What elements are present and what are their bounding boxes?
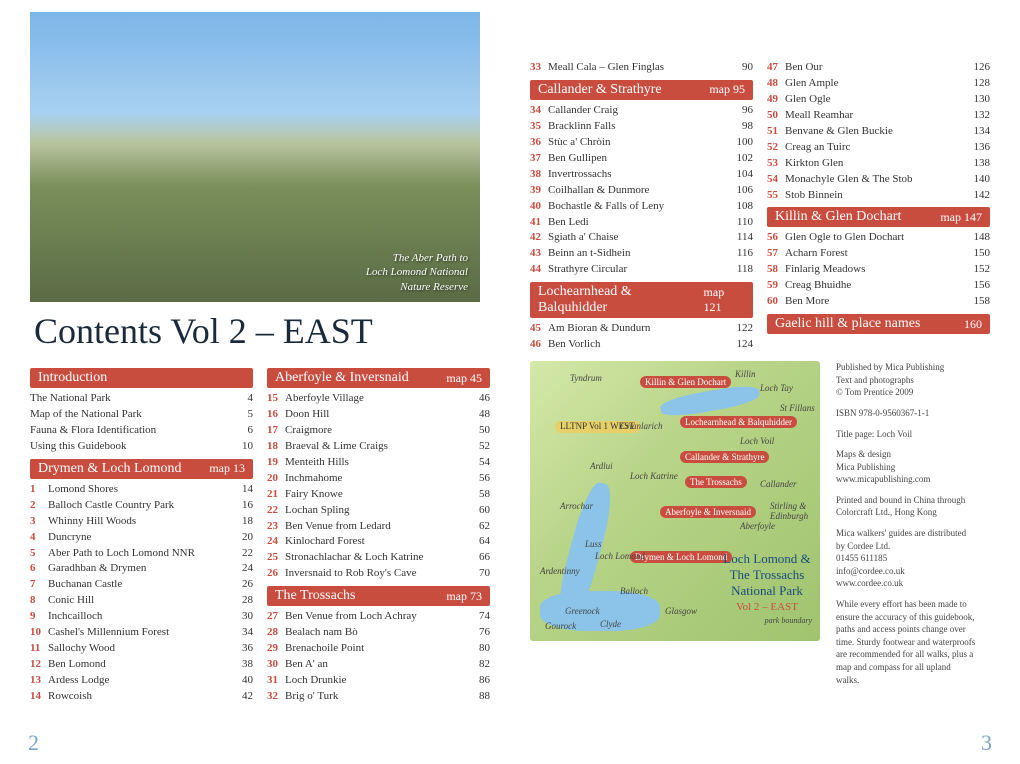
toc-row: 52Creag an Tuirc136 <box>767 140 990 156</box>
toc-row: 2Balloch Castle Country Park16 <box>30 498 253 514</box>
map-label-trossachs: The Trossachs <box>685 476 747 488</box>
toc-row: 30Ben A' an82 <box>267 657 490 673</box>
toc-row: 23Ben Venue from Ledard62 <box>267 519 490 535</box>
toc-row: 54Monachyle Glen & The Stob140 <box>767 172 990 188</box>
toc-row: 1Lomond Shores14 <box>30 482 253 498</box>
map-label-drymen: Drymen & Loch Lomond <box>630 551 732 563</box>
toc-row: Using this Guidebook10 <box>30 439 253 455</box>
section-gaelic: Gaelic hill & place names 160 <box>767 314 990 334</box>
toc-row: 7Buchanan Castle26 <box>30 577 253 593</box>
toc-row: 42Sgiath a' Chaise114 <box>530 230 753 246</box>
toc-row: 10Cashel's Millennium Forest34 <box>30 625 253 641</box>
toc-row: 4Duncryne20 <box>30 530 253 546</box>
section-aberfoyle: Aberfoyle & Inversnaid map 45 <box>267 368 490 388</box>
overview-map: Killin & Glen Dochart Lochearnhead & Bal… <box>530 361 820 641</box>
toc-row: 3Whinny Hill Woods18 <box>30 514 253 530</box>
toc-row: 9Inchcailloch30 <box>30 609 253 625</box>
toc-row: 55Stob Binnein142 <box>767 188 990 204</box>
toc-row: 37Ben Gullipen102 <box>530 151 753 167</box>
section-callander: Callander & Strathyre map 95 <box>530 80 753 100</box>
toc-row: 28Bealach nam Bò76 <box>267 625 490 641</box>
toc-row: 29Brenachoile Point80 <box>267 641 490 657</box>
toc-row: 36Stùc a' Chròin100 <box>530 135 753 151</box>
toc-row: 31Loch Drunkie86 <box>267 673 490 689</box>
toc-row: 48Glen Ample128 <box>767 76 990 92</box>
toc-row: 16Doon Hill48 <box>267 407 490 423</box>
toc-row: 15Aberfoyle Village46 <box>267 391 490 407</box>
publisher-sidebar: Published by Mica Publishing Text and ph… <box>828 361 976 694</box>
page-number-right: 3 <box>981 730 992 756</box>
toc-row: 19Menteith Hills54 <box>267 455 490 471</box>
toc-row: 60Ben More158 <box>767 294 990 310</box>
map-label-killin: Killin & Glen Dochart <box>640 376 731 388</box>
map-label-callander: Callander & Strathyre <box>680 451 769 463</box>
toc-row: 44Strathyre Circular118 <box>530 262 753 278</box>
toc-row: 39Coilhallan & Dunmore106 <box>530 183 753 199</box>
toc-row: 35Bracklinn Falls98 <box>530 119 753 135</box>
photo-caption: The Aber Path to Loch Lomond National Na… <box>366 251 468 294</box>
section-lochearnhead: Lochearnhead & Balquhidder map 121 <box>530 282 753 318</box>
toc-row: 21Fairy Knowe58 <box>267 487 490 503</box>
toc-row: 11Sallochy Wood36 <box>30 641 253 657</box>
toc-row: 43Beinn an t-Sìdhein116 <box>530 246 753 262</box>
map-label-aberfoyle: Aberfoyle & Inversnaid <box>660 506 756 518</box>
toc-row: 49Glen Ogle130 <box>767 92 990 108</box>
toc-row: 45Am Bioran & Dundurn122 <box>530 321 753 337</box>
section-killin: Killin & Glen Dochart map 147 <box>767 207 990 227</box>
toc-row: Map of the National Park5 <box>30 407 253 423</box>
toc-row: 12Ben Lomond38 <box>30 657 253 673</box>
toc-row: 26Inversnaid to Rob Roy's Cave70 <box>267 566 490 582</box>
map-label-lochearnhead: Lochearnhead & Balquhidder <box>680 416 797 428</box>
toc-row: 47Ben Our126 <box>767 60 990 76</box>
toc-row: 32Brig o' Turk88 <box>267 689 490 705</box>
toc-row: 27Ben Venue from Loch Achray74 <box>267 609 490 625</box>
toc-row: The National Park4 <box>30 391 253 407</box>
toc-row: 22Lochan Spling60 <box>267 503 490 519</box>
toc-row: 6Garadhban & Drymen24 <box>30 561 253 577</box>
toc-row: 13Ardess Lodge40 <box>30 673 253 689</box>
toc-row: 38Invertrossachs104 <box>530 167 753 183</box>
toc-row: 59Creag Bhuidhe156 <box>767 278 990 294</box>
toc-row: 50Meall Reamhar132 <box>767 108 990 124</box>
toc-row: 40Bochastle & Falls of Leny108 <box>530 199 753 215</box>
toc-row: 33Meall Cala – Glen Finglas90 <box>530 60 753 76</box>
toc-row: 56Glen Ogle to Glen Dochart148 <box>767 230 990 246</box>
toc-row: 58Finlarig Meadows152 <box>767 262 990 278</box>
page-title: Contents Vol 2 – EAST <box>34 310 490 352</box>
toc-row: 18Braeval & Lime Craigs52 <box>267 439 490 455</box>
toc-row: 41Ben Ledi110 <box>530 215 753 231</box>
toc-row: 14Rowcoish42 <box>30 689 253 705</box>
toc-row: Fauna & Flora Identification6 <box>30 423 253 439</box>
toc-row: 24Kinlochard Forest64 <box>267 534 490 550</box>
toc-row: 34Callander Craig96 <box>530 103 753 119</box>
toc-row: 17Craigmore50 <box>267 423 490 439</box>
toc-row: 20Inchmahome56 <box>267 471 490 487</box>
page-number-left: 2 <box>28 730 39 756</box>
toc-row: 5Aber Path to Loch Lomond NNR22 <box>30 546 253 562</box>
toc-row: 25Stronachlachar & Loch Katrine66 <box>267 550 490 566</box>
section-trossachs: The Trossachs map 73 <box>267 586 490 606</box>
toc-row: 8Conic Hill28 <box>30 593 253 609</box>
section-drymen: Drymen & Loch Lomond map 13 <box>30 459 253 479</box>
toc-row: 51Benvane & Glen Buckie134 <box>767 124 990 140</box>
hero-photo: The Aber Path to Loch Lomond National Na… <box>30 12 480 302</box>
toc-row: 46Ben Vorlich124 <box>530 337 753 353</box>
section-introduction: Introduction <box>30 368 253 388</box>
toc-row: 57Acharn Forest150 <box>767 246 990 262</box>
toc-row: 53Kirkton Glen138 <box>767 156 990 172</box>
